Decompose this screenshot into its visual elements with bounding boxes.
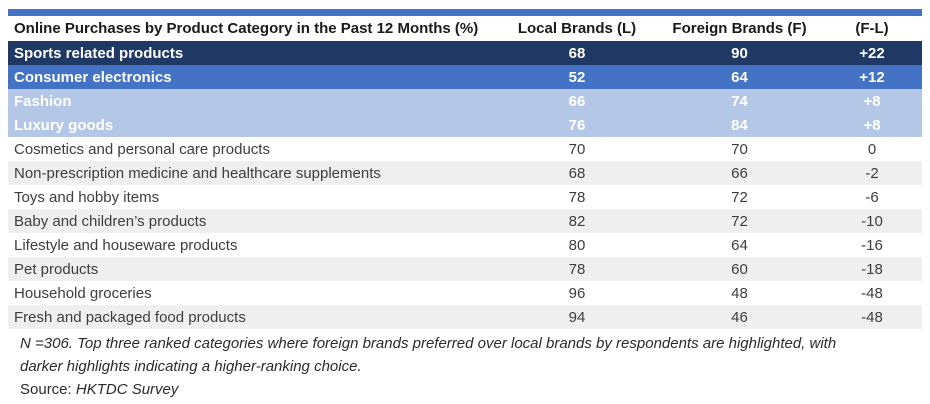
foreign-brands-cell: 74 <box>657 89 822 113</box>
table-row: Toys and hobby items 78 72 -6 <box>8 185 922 209</box>
local-brands-cell: 78 <box>497 185 657 209</box>
footnote-line-2: darker highlights indicating a higher-ra… <box>20 358 362 375</box>
table-row: Household groceries 96 48 -48 <box>8 281 922 305</box>
column-header-local-brands: Local Brands (L) <box>497 16 657 41</box>
local-brands-cell: 96 <box>497 281 657 305</box>
category-cell: Lifestyle and houseware products <box>8 233 497 257</box>
local-brands-cell: 76 <box>497 113 657 137</box>
category-cell: Sports related products <box>8 41 497 65</box>
category-cell: Consumer electronics <box>8 65 497 89</box>
table-row: Cosmetics and personal care products 70 … <box>8 137 922 161</box>
foreign-brands-cell: 72 <box>657 209 822 233</box>
difference-cell: +22 <box>822 41 922 65</box>
category-cell: Fashion <box>8 89 497 113</box>
table-body: Sports related products 68 90 +22 Consum… <box>8 41 922 329</box>
foreign-brands-cell: 48 <box>657 281 822 305</box>
category-cell: Cosmetics and personal care products <box>8 137 497 161</box>
foreign-brands-cell: 84 <box>657 113 822 137</box>
table-row: Baby and children’s products 82 72 -10 <box>8 209 922 233</box>
local-brands-cell: 52 <box>497 65 657 89</box>
difference-cell: -6 <box>822 185 922 209</box>
local-brands-cell: 94 <box>497 305 657 329</box>
difference-cell: -2 <box>822 161 922 185</box>
foreign-brands-cell: 66 <box>657 161 822 185</box>
column-header-difference: (F-L) <box>822 16 922 41</box>
local-brands-cell: 82 <box>497 209 657 233</box>
local-brands-cell: 78 <box>497 257 657 281</box>
source-line: Source: HKTDC Survey <box>20 378 925 401</box>
difference-cell: -48 <box>822 305 922 329</box>
foreign-brands-cell: 64 <box>657 233 822 257</box>
difference-cell: +8 <box>822 89 922 113</box>
local-brands-cell: 68 <box>497 41 657 65</box>
table-row: Luxury goods 76 84 +8 <box>8 113 922 137</box>
foreign-brands-cell: 70 <box>657 137 822 161</box>
table-row: Pet products 78 60 -18 <box>8 257 922 281</box>
header-row: Online Purchases by Product Category in … <box>8 16 922 41</box>
local-brands-cell: 66 <box>497 89 657 113</box>
table-row: Fresh and packaged food products 94 46 -… <box>8 305 922 329</box>
table-row: Consumer electronics 52 64 +12 <box>8 65 922 89</box>
category-cell: Baby and children’s products <box>8 209 497 233</box>
category-cell: Household groceries <box>8 281 497 305</box>
footnote: N =306. Top three ranked categories wher… <box>20 332 925 401</box>
local-brands-cell: 68 <box>497 161 657 185</box>
source-label: Source: <box>20 381 76 398</box>
foreign-brands-cell: 60 <box>657 257 822 281</box>
table-row: Lifestyle and houseware products 80 64 -… <box>8 233 922 257</box>
table-row: Sports related products 68 90 +22 <box>8 41 922 65</box>
footnote-line-1: N =306. Top three ranked categories wher… <box>20 335 837 352</box>
table-header: Online Purchases by Product Category in … <box>8 16 922 41</box>
column-header-category: Online Purchases by Product Category in … <box>8 16 497 41</box>
difference-cell: 0 <box>822 137 922 161</box>
category-cell: Luxury goods <box>8 113 497 137</box>
table-figure: Online Purchases by Product Category in … <box>8 9 922 401</box>
difference-cell: -18 <box>822 257 922 281</box>
difference-cell: -10 <box>822 209 922 233</box>
column-header-foreign-brands: Foreign Brands (F) <box>657 16 822 41</box>
foreign-brands-cell: 90 <box>657 41 822 65</box>
foreign-brands-cell: 46 <box>657 305 822 329</box>
purchases-table: Online Purchases by Product Category in … <box>8 16 922 329</box>
difference-cell: -16 <box>822 233 922 257</box>
difference-cell: -48 <box>822 281 922 305</box>
foreign-brands-cell: 64 <box>657 65 822 89</box>
local-brands-cell: 70 <box>497 137 657 161</box>
category-cell: Toys and hobby items <box>8 185 497 209</box>
category-cell: Non-prescription medicine and healthcare… <box>8 161 497 185</box>
source-value: HKTDC Survey <box>75 381 179 398</box>
table-top-border <box>8 9 922 16</box>
foreign-brands-cell: 72 <box>657 185 822 209</box>
difference-cell: +12 <box>822 65 922 89</box>
table-row: Fashion 66 74 +8 <box>8 89 922 113</box>
category-cell: Pet products <box>8 257 497 281</box>
difference-cell: +8 <box>822 113 922 137</box>
local-brands-cell: 80 <box>497 233 657 257</box>
table-row: Non-prescription medicine and healthcare… <box>8 161 922 185</box>
category-cell: Fresh and packaged food products <box>8 305 497 329</box>
